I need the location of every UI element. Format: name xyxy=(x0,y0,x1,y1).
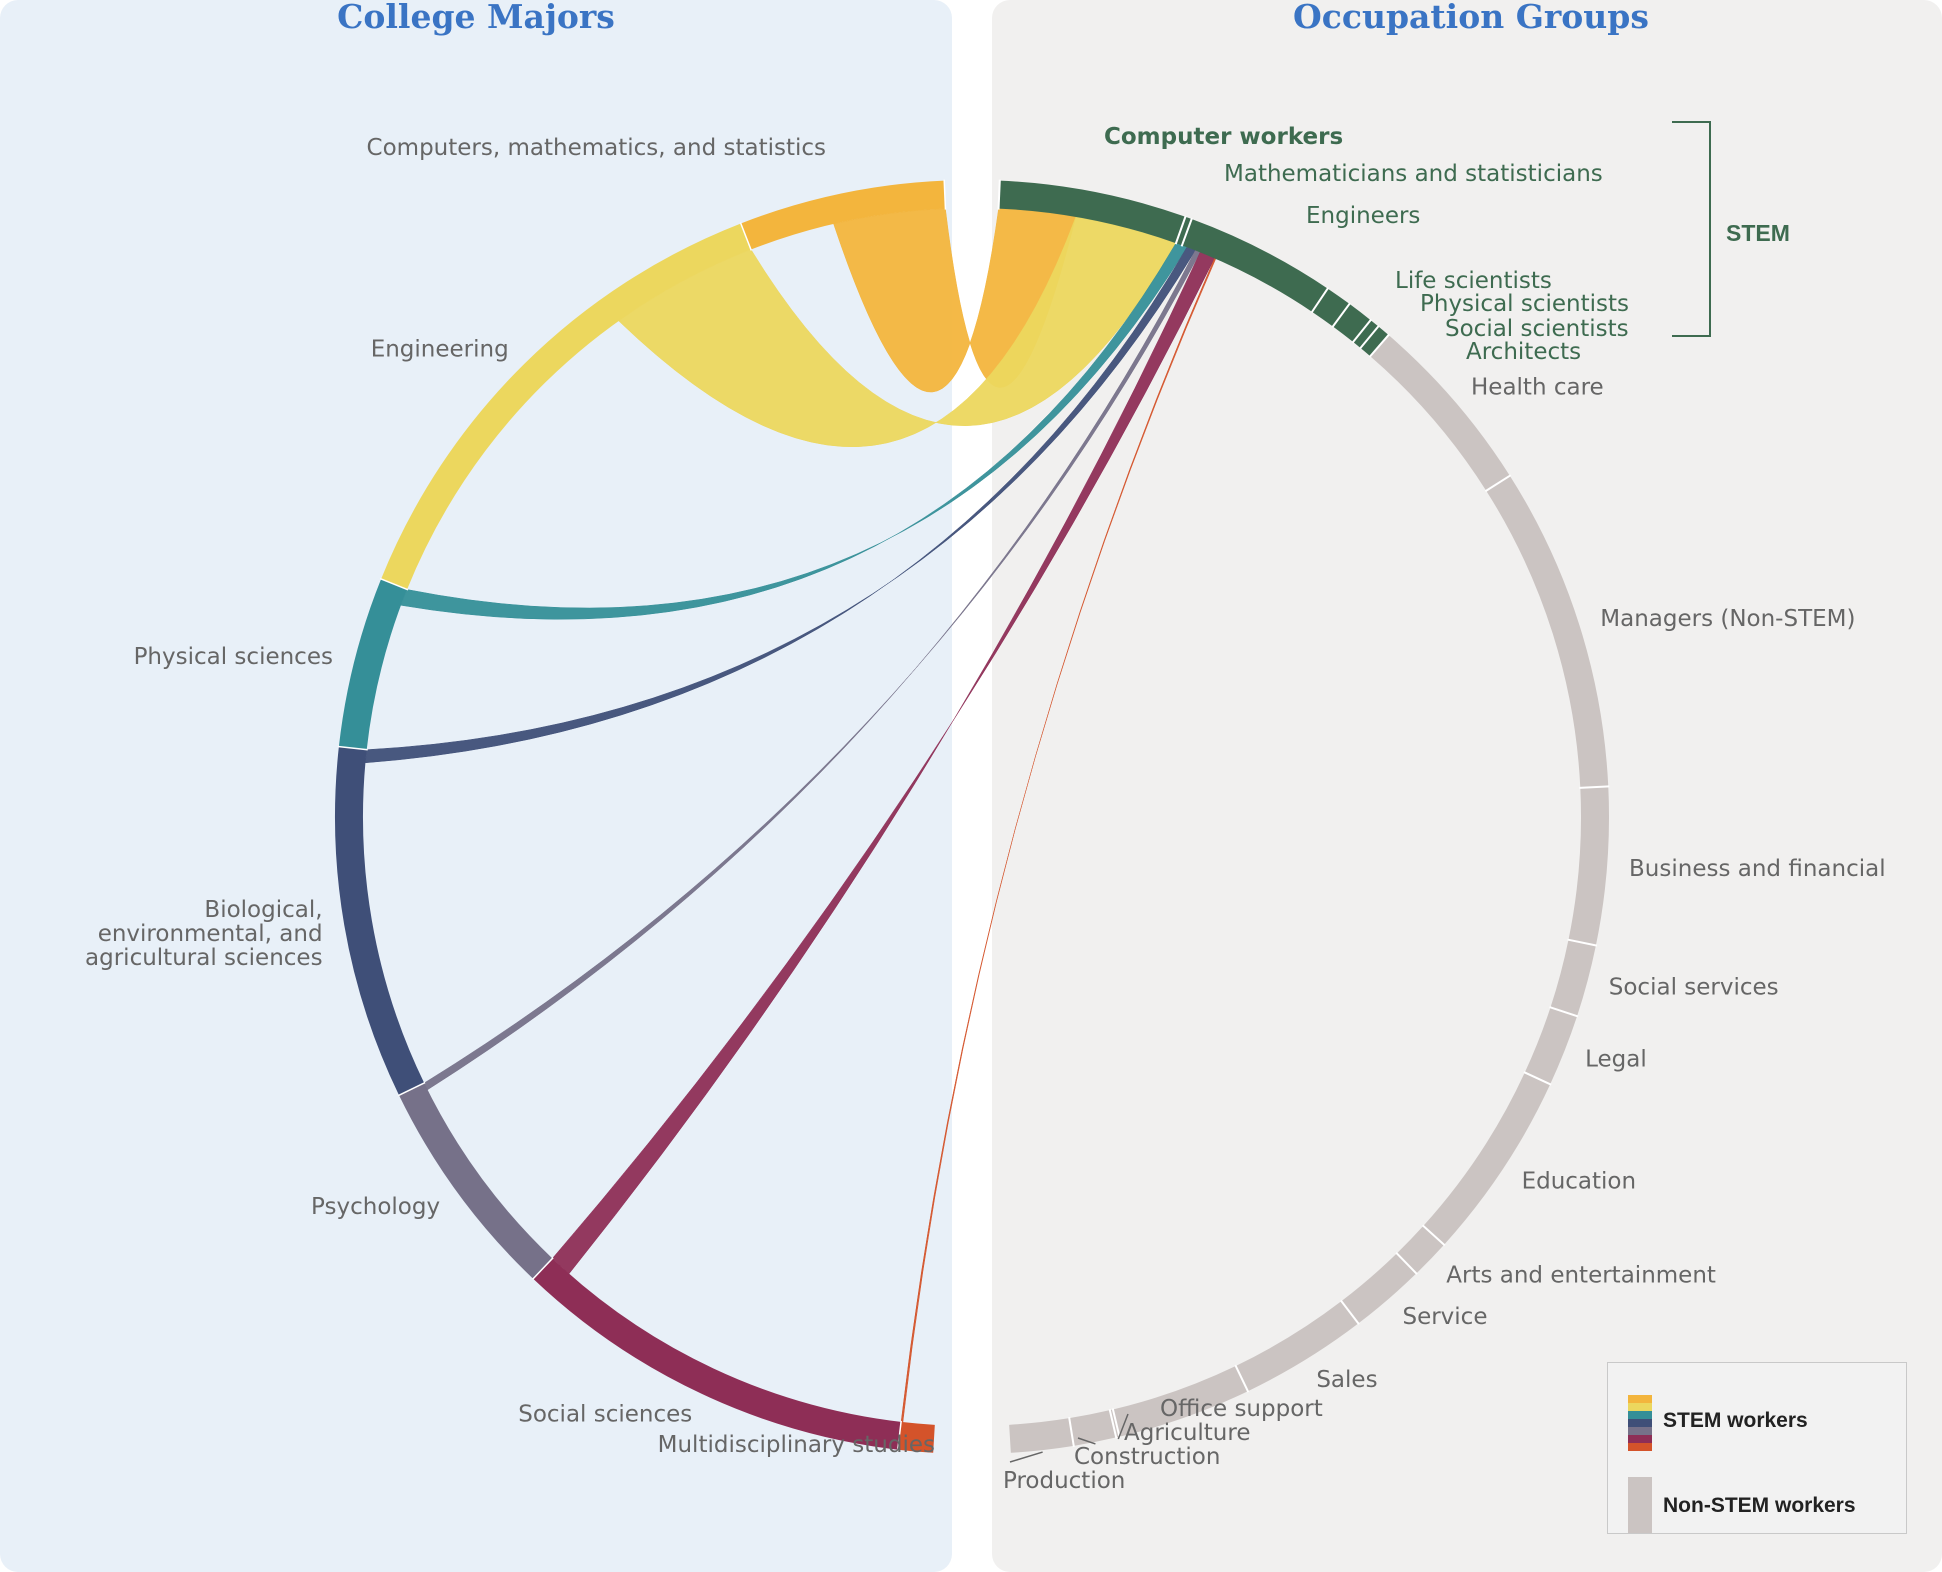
occupation-separator xyxy=(1484,474,1512,493)
occupation-label-service: Service xyxy=(1402,1304,1487,1330)
major-arc-computers-mathematics-and-statistics xyxy=(740,180,946,250)
major-label-computers-mathematics-and-statistics: Computers, mathematics, and statistics xyxy=(367,135,826,161)
occupation-arc-arts-and-entertainment xyxy=(1396,1225,1445,1274)
occupation-separator xyxy=(1331,302,1351,328)
occupation-arc-social-services xyxy=(1550,939,1596,1017)
occupation-separator xyxy=(1339,1299,1360,1325)
occupation-label-sales: Sales xyxy=(1316,1367,1377,1393)
stem-bracket-label: STEM xyxy=(1726,220,1790,246)
major-arc-biological-environmental-and-agricultural-sciences xyxy=(335,746,425,1096)
major-separator xyxy=(739,222,753,251)
occupation-arc-education xyxy=(1423,1072,1551,1245)
occupation-label-legal: Legal xyxy=(1585,1047,1647,1073)
occupation-label-engineers: Engineers xyxy=(1306,203,1420,229)
major-arc-social-sciences xyxy=(533,1258,902,1450)
major-label-physical-sciences: Physical sciences xyxy=(134,644,333,670)
flow-ribbons xyxy=(365,208,1217,1423)
flow-biological-environmental-and-agricultural-sciences xyxy=(365,246,1196,764)
major-label-multidisciplinary-studies: Multidisciplinary studies xyxy=(658,1432,935,1458)
legend: STEM workers Non-STEM workers xyxy=(1607,1362,1907,1534)
major-separator xyxy=(379,577,409,591)
major-separator xyxy=(896,1420,902,1451)
nonstem-workers-label: Non-STEM workers xyxy=(1663,1494,1856,1517)
occupation-label-social-scientists: Social scientists xyxy=(1445,316,1629,342)
occupation-separator xyxy=(1108,1408,1118,1439)
occupation-arc-physical-scientists xyxy=(1332,303,1371,342)
occupation-label-production: Production xyxy=(1003,1468,1125,1494)
occupation-separator xyxy=(1549,1006,1579,1018)
segment-labels: Computers, mathematics, and statistics En… xyxy=(85,124,1886,1494)
left-panel-bg xyxy=(0,0,952,1572)
major-label-engineering: Engineering xyxy=(371,336,509,362)
occupation-label-physical-scientists: Physical scientists xyxy=(1420,291,1629,317)
occupation-label-life-scientists: Life scientists xyxy=(1395,268,1552,294)
occupation-label-education: Education xyxy=(1522,1169,1637,1195)
occupation-separator xyxy=(1174,215,1187,245)
occupation-separator xyxy=(1310,287,1330,314)
occupation-arc-construction xyxy=(1069,1410,1117,1446)
occupation-separator xyxy=(1579,785,1610,789)
occupation-separator xyxy=(1567,938,1598,947)
occupation-arc-production xyxy=(1009,1418,1074,1453)
right-panel-bg xyxy=(992,0,1942,1572)
major-label-biological-environmental-and-agricultural-sciences: Biological, environmental, and agricultura… xyxy=(85,897,323,971)
stem-bracket xyxy=(1672,121,1711,337)
occupation-label-office-support: Office support xyxy=(1160,1396,1323,1422)
occupation-separator xyxy=(1351,318,1373,344)
occupation-label-mathematicians-and-statisticians: Mathematicians and statisticians xyxy=(1224,161,1603,187)
major-separator xyxy=(531,1257,554,1280)
occupation-separator xyxy=(1421,1224,1446,1247)
occupation-separator xyxy=(1523,1071,1552,1086)
occupation-separator xyxy=(1111,1408,1121,1438)
occupation-arc-managers-non-stem xyxy=(1486,475,1609,788)
occupation-arc-health-care xyxy=(1370,335,1510,491)
major-separator xyxy=(337,745,368,751)
nonstem-workers-swatch xyxy=(1628,1477,1652,1533)
flow-engineering xyxy=(618,216,1177,447)
occupation-label-architects: Architects xyxy=(1466,339,1581,365)
occupation-separator xyxy=(1180,217,1193,247)
major-separator xyxy=(943,179,947,210)
major-label-psychology: Psychology xyxy=(311,1194,440,1220)
occupation-label-managers-non-stem: Managers (Non-STEM) xyxy=(1600,606,1855,632)
leader-line xyxy=(1117,1413,1129,1440)
occupation-label-social-services: Social services xyxy=(1609,975,1779,1001)
occupation-separator xyxy=(1395,1251,1418,1275)
major-arc-physical-sciences xyxy=(338,578,408,750)
major-arc-psychology xyxy=(399,1082,553,1279)
occupation-label-business-and-financial: Business and financial xyxy=(1629,856,1886,882)
occupation-arc-sales xyxy=(1235,1301,1359,1392)
occupation-label-health-care: Health care xyxy=(1471,375,1604,401)
occupation-arc-business-and-financial xyxy=(1568,786,1609,946)
left-panel-title: College Majors xyxy=(337,0,615,36)
occupation-arc-engineers xyxy=(1181,219,1328,312)
segment-arcs xyxy=(335,179,1610,1453)
leader-line xyxy=(1009,1451,1043,1463)
major-arc-engineering xyxy=(381,223,751,590)
occupation-label-construction: Construction xyxy=(1074,1444,1220,1470)
major-separator xyxy=(397,1081,426,1097)
occupation-separator xyxy=(997,179,1001,210)
stem-workers-label: STEM workers xyxy=(1663,1409,1808,1432)
occupation-label-computer-workers: Computer workers xyxy=(1104,124,1343,150)
occupation-separator xyxy=(1368,333,1390,358)
right-panel-title: Occupation Groups xyxy=(1293,0,1649,36)
occupation-arc-computer-workers xyxy=(998,180,1186,244)
occupation-arc-architects xyxy=(1360,326,1389,357)
major-label-social-sciences: Social sciences xyxy=(518,1402,692,1428)
occupation-label-agriculture: Agriculture xyxy=(1124,1420,1251,1446)
occupation-separator xyxy=(1068,1417,1075,1447)
occupation-separator xyxy=(1234,1364,1250,1393)
occupation-separator xyxy=(1359,325,1380,350)
stem-workers-swatch xyxy=(1628,1395,1652,1451)
occupation-arc-life-scientists xyxy=(1312,288,1350,327)
leader-line xyxy=(1077,1437,1096,1445)
occupation-label-arts-and-entertainment: Arts and entertainment xyxy=(1446,1263,1716,1289)
occupation-arc-social-scientists xyxy=(1353,320,1379,348)
